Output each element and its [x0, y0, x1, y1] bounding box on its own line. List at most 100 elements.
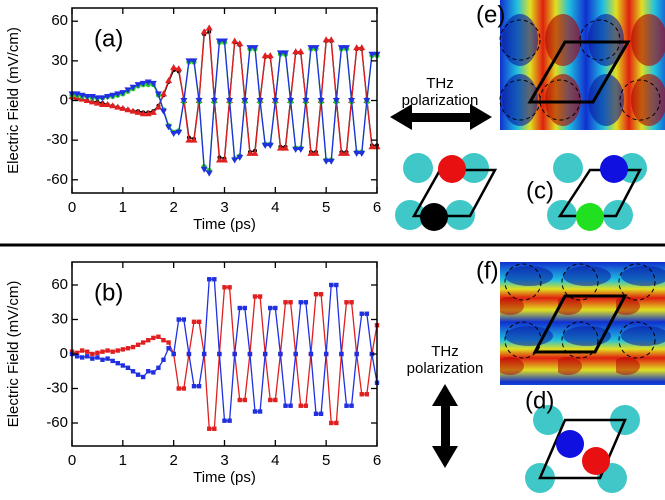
marker [257, 409, 263, 414]
marker [196, 384, 202, 389]
marker [105, 356, 110, 361]
marker [130, 369, 136, 374]
marker [354, 351, 359, 357]
marker [271, 98, 279, 104]
marker [268, 305, 273, 311]
marker [161, 357, 166, 362]
marker [349, 300, 354, 305]
marker [307, 45, 315, 52]
marker [297, 146, 305, 153]
marker [251, 149, 259, 156]
x-axis-label: Time (ps) [193, 216, 256, 233]
marker [358, 150, 366, 157]
marker [332, 98, 340, 104]
marker [160, 90, 167, 97]
marker [363, 98, 371, 104]
y-tick-label: 60 [51, 276, 68, 293]
marker [231, 37, 239, 44]
marker [115, 348, 120, 353]
marker [298, 300, 303, 305]
marker [200, 28, 208, 35]
marker [329, 420, 334, 426]
marker [151, 335, 156, 341]
x-tick-label: 5 [322, 452, 330, 469]
marker [110, 349, 115, 354]
marker [313, 411, 319, 416]
marker [110, 358, 115, 364]
marker [215, 156, 223, 163]
polarization-arrow [432, 384, 458, 468]
marker [344, 403, 349, 408]
marker [308, 351, 314, 357]
marker [251, 45, 259, 52]
annotation: THz [426, 75, 454, 92]
x-tick-label: 4 [271, 199, 279, 216]
y-tick-label: 60 [51, 12, 68, 29]
panel-label: (d) [525, 387, 554, 414]
marker [74, 354, 80, 359]
marker [339, 351, 344, 357]
marker [149, 80, 157, 87]
marker [292, 146, 300, 153]
marker [242, 397, 248, 403]
marker [283, 300, 288, 305]
marker [79, 355, 85, 360]
marker [109, 92, 117, 99]
marker [195, 98, 203, 104]
marker [212, 426, 217, 431]
marker [343, 149, 350, 156]
marker [90, 356, 95, 361]
marker [154, 103, 162, 110]
marker [312, 149, 320, 156]
field-map-e [499, 0, 665, 130]
panel-label: (a) [94, 25, 123, 52]
x-tick-label: 1 [119, 452, 127, 469]
panel-label: (b) [94, 279, 123, 306]
marker [156, 365, 161, 370]
marker [176, 317, 181, 322]
marker [334, 282, 339, 288]
marker [171, 351, 176, 357]
marker [125, 346, 131, 351]
y-tick-label: 30 [51, 310, 68, 327]
marker [364, 392, 370, 397]
marker [317, 98, 325, 104]
marker [190, 136, 198, 143]
marker [283, 403, 288, 408]
marker [170, 131, 178, 138]
marker [276, 144, 284, 151]
y-axis-label: Electric Field (mV/cm) [5, 281, 22, 428]
marker [210, 98, 218, 104]
marker [227, 285, 232, 290]
marker [221, 38, 228, 45]
panel-label: (e) [476, 1, 505, 28]
series-line [71, 286, 378, 430]
marker [105, 348, 110, 353]
marker [343, 45, 350, 52]
marker [268, 397, 273, 403]
marker [115, 361, 120, 366]
marker [100, 357, 105, 362]
marker [353, 44, 361, 51]
x-tick-label: 6 [373, 452, 381, 469]
marker [191, 319, 197, 324]
marker [236, 154, 244, 161]
marker [212, 277, 217, 282]
marker [241, 98, 249, 104]
marker [215, 38, 223, 45]
marker [185, 136, 193, 143]
marker [160, 108, 167, 115]
marker [140, 340, 146, 345]
marker [348, 98, 356, 104]
marker [166, 346, 171, 351]
y-tick-label: -60 [46, 414, 68, 431]
marker [252, 409, 258, 414]
y-axis-label: Electric Field (mV/cm) [5, 27, 22, 174]
marker [261, 52, 269, 59]
marker [146, 338, 151, 343]
marker [222, 285, 227, 290]
marker [322, 36, 330, 43]
x-axis-label: Time (ps) [193, 469, 256, 486]
x-tick-label: 0 [68, 199, 76, 216]
x-tick-label: 2 [169, 199, 177, 216]
